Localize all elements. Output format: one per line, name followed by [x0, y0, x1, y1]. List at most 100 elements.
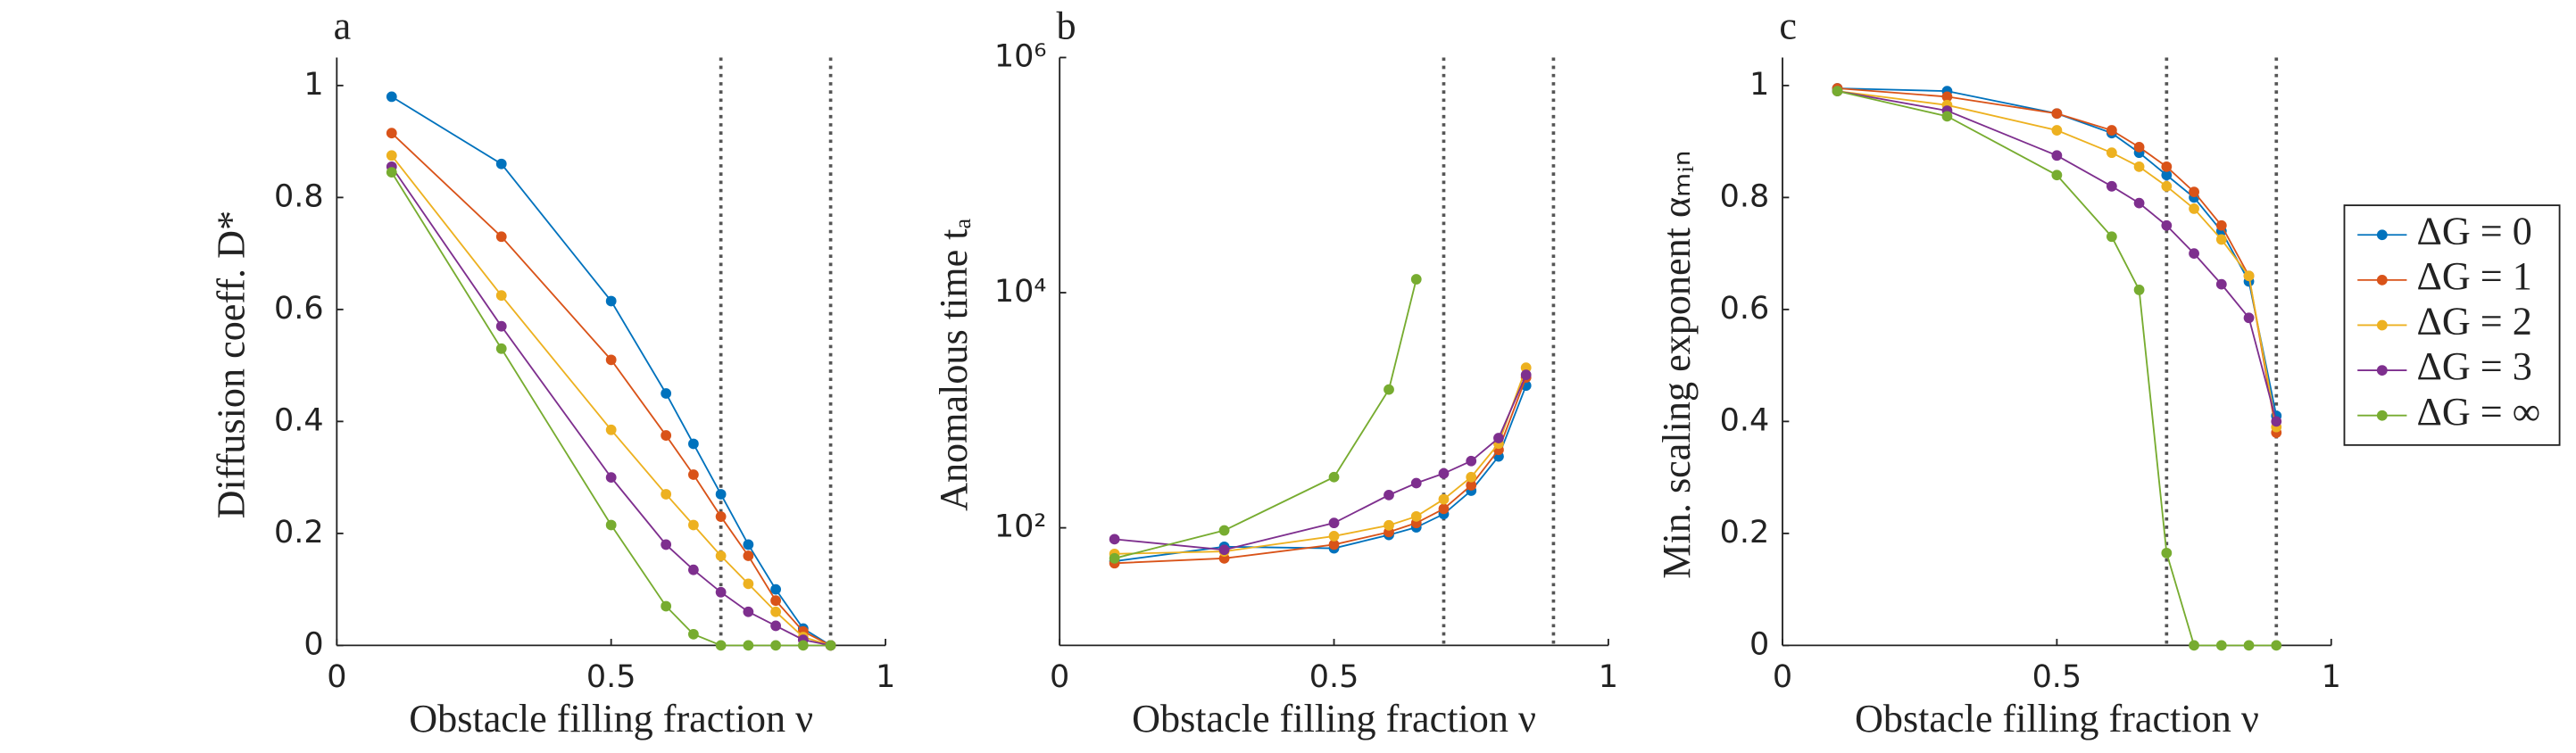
data-point	[605, 424, 617, 435]
data-point	[605, 354, 617, 366]
legend-label: ΔG = ∞	[2416, 390, 2540, 434]
x-tick-label: 0.5	[586, 659, 636, 695]
data-point	[1328, 539, 1340, 550]
data-point	[1941, 91, 1953, 103]
data-point	[1328, 517, 1340, 529]
data-point	[2133, 197, 2145, 209]
y-tick-label: 10⁴	[994, 274, 1047, 310]
x-axis-label: Obstacle filling fraction ν	[409, 697, 813, 741]
data-point	[715, 489, 727, 500]
data-point	[661, 539, 672, 550]
data-point	[1466, 471, 1477, 483]
y-axis-label: Min. scaling exponent αₘᵢₙ	[1655, 151, 1699, 579]
data-point	[743, 550, 754, 561]
data-point	[1218, 525, 1230, 536]
data-point	[688, 438, 699, 450]
x-tick-label: 0.5	[2032, 659, 2082, 695]
data-point	[1466, 480, 1477, 491]
y-tick-label: 10²	[994, 509, 1047, 545]
y-tick-label: 0	[1749, 626, 1769, 662]
legend-marker	[2376, 319, 2388, 331]
data-point	[2189, 203, 2199, 214]
y-tick-label: 0.2	[274, 515, 324, 550]
data-point	[2215, 278, 2227, 290]
data-point	[386, 91, 397, 103]
data-point	[605, 472, 617, 484]
series-line	[1114, 385, 1527, 562]
data-point	[2161, 180, 2173, 192]
data-point	[2271, 640, 2282, 651]
data-point	[2189, 186, 2199, 197]
data-point	[1410, 274, 1422, 285]
data-point	[2161, 547, 2173, 559]
y-tick-label: 1	[1749, 67, 1769, 103]
data-point	[605, 295, 617, 307]
data-point	[2051, 125, 2063, 136]
series-line	[391, 95, 832, 647]
data-point	[386, 150, 397, 161]
data-point	[2051, 108, 2063, 120]
data-point	[1218, 544, 1230, 556]
data-point	[2189, 248, 2199, 260]
data-point	[770, 620, 782, 632]
data-point	[825, 640, 836, 651]
data-point	[2133, 161, 2145, 172]
legend-label: ΔG = 0	[2416, 209, 2531, 252]
y-tick-label: 10⁶	[994, 38, 1047, 74]
data-point	[2106, 180, 2117, 192]
series-line	[391, 154, 831, 647]
series-line	[1114, 278, 1417, 559]
data-point	[770, 595, 782, 607]
y-axis-label: Anomalous time tₐ	[932, 218, 976, 510]
data-point	[1832, 86, 1843, 97]
data-point	[2051, 150, 2063, 161]
series-line	[391, 132, 832, 647]
data-point	[1941, 111, 1953, 122]
data-point	[1384, 489, 1394, 501]
series-line	[1837, 90, 2278, 427]
data-point	[1493, 433, 1504, 443]
data-point	[1328, 531, 1340, 542]
x-axis-label: Obstacle filling fraction ν	[1855, 697, 2259, 741]
y-tick-label: 0.4	[274, 402, 324, 438]
series-line	[1837, 90, 2278, 422]
data-point	[386, 167, 397, 178]
data-point	[1410, 477, 1422, 489]
x-tick-label: 0	[1050, 659, 1069, 695]
data-point	[715, 586, 727, 598]
data-point	[1328, 471, 1340, 483]
x-tick-label: 1	[1599, 659, 1618, 695]
series-line	[391, 171, 831, 647]
y-tick-label: 0.6	[274, 291, 324, 327]
data-point	[2215, 640, 2227, 651]
data-point	[2106, 125, 2117, 136]
legend-label: ΔG = 3	[2416, 344, 2531, 388]
x-tick-label: 0	[1773, 659, 1792, 695]
y-axis-label: Diffusion coeff. D*	[209, 211, 253, 518]
x-tick-label: 1	[876, 659, 895, 695]
data-point	[1384, 519, 1394, 531]
data-point	[2161, 161, 2173, 172]
legend-label: ΔG = 1	[2416, 254, 2531, 298]
data-point	[495, 343, 507, 354]
legend-marker	[2376, 229, 2388, 241]
data-point	[770, 606, 782, 617]
data-point	[743, 578, 754, 590]
data-point	[770, 583, 782, 595]
data-point	[495, 231, 507, 243]
data-point	[1384, 384, 1394, 395]
data-point	[2051, 170, 2063, 181]
panel-label: b	[1056, 4, 1076, 47]
data-point	[2243, 640, 2255, 651]
data-point	[2189, 640, 2199, 651]
data-point	[715, 511, 727, 522]
data-point	[495, 290, 507, 302]
series-line	[1114, 376, 1527, 565]
series-line	[1837, 87, 2278, 434]
panel-label: a	[334, 4, 352, 47]
data-point	[661, 489, 672, 500]
data-point	[1520, 369, 1532, 381]
data-point	[797, 640, 809, 651]
